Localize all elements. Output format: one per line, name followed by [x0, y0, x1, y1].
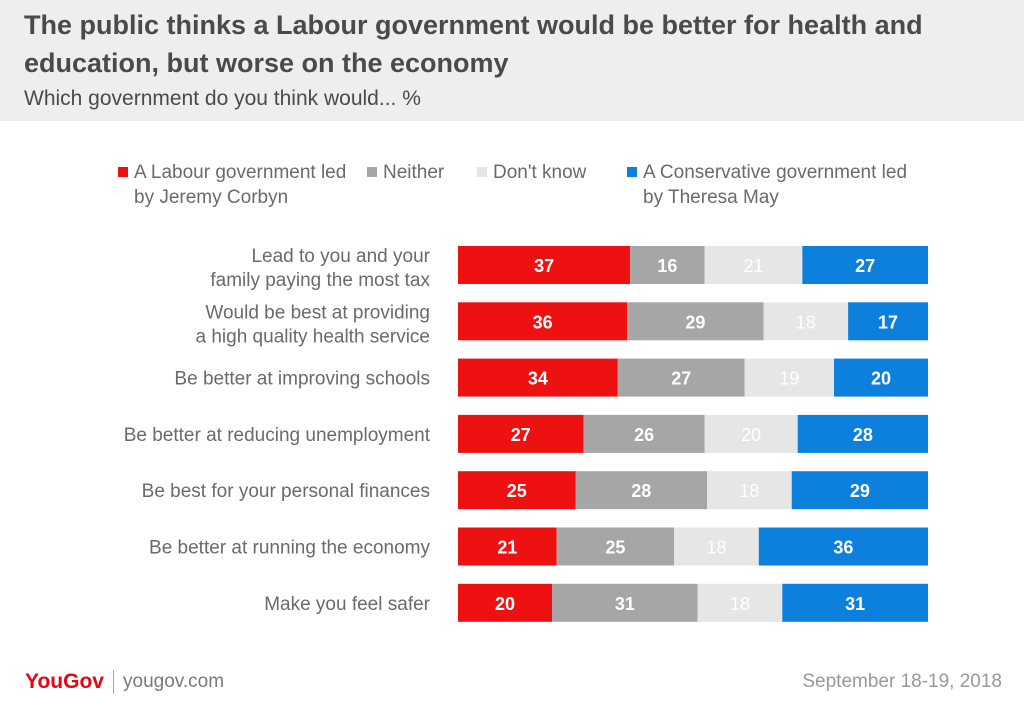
bar-segment-neither [617, 358, 745, 397]
data-label-labour: 37 [534, 256, 554, 276]
category-label: Be best for your personal finances [142, 481, 430, 502]
legend-label-labour: A Labour government led by Jeremy Corbyn [134, 162, 347, 208]
data-label-neither: 25 [605, 538, 625, 558]
legend-label-neither: Neither [383, 162, 445, 183]
data-label-dont_know: 20 [741, 425, 761, 445]
bar-segment-labour [458, 302, 628, 341]
data-label-dont_know: 18 [706, 538, 726, 558]
bar-segment-dont_know [744, 358, 834, 397]
header-band [0, 0, 1024, 121]
data-label-neither: 26 [634, 425, 654, 445]
legend-label-dont-know: Don't know [493, 162, 587, 183]
data-label-conservative: 31 [845, 594, 865, 614]
data-label-dont_know: 18 [730, 594, 750, 614]
data-label-conservative: 27 [855, 256, 875, 276]
data-label-conservative: 36 [833, 538, 853, 558]
bar-segment-neither [552, 583, 698, 622]
footer-url: yougov.com [123, 671, 225, 692]
data-label-dont_know: 19 [779, 369, 799, 389]
bar-segment-labour [458, 527, 557, 566]
legend-swatch-labour [118, 167, 128, 177]
bar-segment-conservative [802, 246, 928, 284]
category-label: Would be best at providing a high quality… [196, 302, 430, 347]
data-label-dont_know: 21 [743, 256, 763, 276]
bar-segment-conservative [791, 471, 928, 510]
data-label-conservative: 28 [853, 425, 873, 445]
category-label: Be better at improving schools [174, 369, 430, 390]
bar-segment-dont_know [707, 471, 792, 510]
bar-segment-labour [458, 358, 618, 397]
bar-segment-dont_know [674, 527, 759, 566]
bar-segment-labour [458, 414, 584, 453]
data-label-labour: 20 [495, 594, 515, 614]
bar-segment-neither [627, 302, 764, 341]
data-label-dont_know: 18 [739, 481, 759, 501]
chart-subtitle: Which government do you think would... % [24, 87, 421, 110]
data-label-labour: 36 [533, 312, 553, 332]
bar-segment-conservative [797, 414, 928, 453]
bar-segment-dont_know [697, 583, 783, 622]
category-label: Lead to you and your family paying the mo… [210, 246, 430, 291]
legend-swatch-dont-know [477, 167, 487, 177]
data-label-neither: 28 [631, 481, 651, 501]
data-label-neither: 29 [685, 312, 705, 332]
bar-segment-conservative [782, 583, 928, 622]
data-label-neither: 16 [657, 256, 677, 276]
chart-title: The public thinks a Labour government wo… [24, 10, 923, 78]
data-label-conservative: 20 [871, 369, 891, 389]
data-label-conservative: 17 [878, 312, 898, 332]
bar-segment-conservative [758, 527, 928, 566]
yougov-logo: YouGov [25, 670, 104, 693]
bar-segment-labour [458, 583, 552, 622]
bar-segment-dont_know [704, 246, 803, 284]
bar-segment-neither [556, 527, 675, 566]
bar-segment-labour [458, 246, 631, 284]
data-label-labour: 25 [507, 481, 527, 501]
bar-segment-dont_know [763, 302, 849, 341]
footer-divider [113, 670, 114, 694]
data-label-labour: 34 [528, 369, 548, 389]
legend-swatch-neither [367, 167, 377, 177]
category-label: Be better at reducing unemployment [124, 425, 431, 446]
bar-segment-dont_know [704, 414, 798, 453]
legend-swatch-conservative [627, 167, 637, 177]
bar-segment-labour [458, 471, 576, 510]
legend-label-conservative: A Conservative government led by Theresa… [643, 162, 908, 208]
bar-segment-neither [583, 414, 705, 453]
data-label-neither: 31 [615, 594, 635, 614]
footer-date: September 18-19, 2018 [802, 671, 1002, 692]
category-label: Be better at running the economy [149, 538, 430, 559]
data-label-labour: 27 [511, 425, 531, 445]
data-label-labour: 21 [497, 538, 517, 558]
category-label: Make you feel safer [264, 594, 430, 615]
bar-segment-neither [630, 246, 705, 284]
bar-segment-neither [575, 471, 708, 510]
bar-segment-conservative [848, 302, 928, 341]
bar-segment-conservative [834, 358, 928, 397]
data-label-conservative: 29 [850, 481, 870, 501]
data-label-dont_know: 18 [796, 312, 816, 332]
data-label-neither: 27 [671, 369, 691, 389]
